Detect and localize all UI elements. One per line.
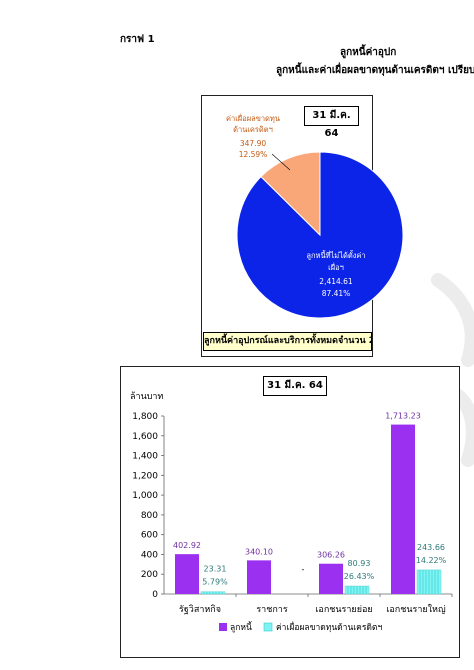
bar-label-allowance: 23.31 — [204, 565, 227, 574]
y-tick-label: 600 — [141, 531, 158, 541]
legend-swatch-allowance — [263, 622, 273, 632]
category-label: รัฐวิสาหกิจ — [179, 604, 221, 615]
pie-label-receivables-value: 2,414.61 — [319, 277, 353, 286]
bar-receivables — [247, 560, 271, 594]
bar-label-allowance: 243.66 — [417, 543, 445, 552]
y-tick-label: 800 — [141, 511, 158, 521]
pie-total-label: ลูกหนี้ค่าอุปกรณ์และบริการทั้งหมดจำนวน 2… — [203, 332, 372, 351]
y-tick-label: 1,600 — [132, 432, 158, 442]
bar-receivables — [175, 554, 199, 594]
bar-label-allowance-percent: 5.79% — [202, 578, 228, 587]
y-tick-label: 200 — [141, 570, 158, 580]
graph-label: กราฟ 1 — [120, 34, 155, 45]
pie-label-receivables-name: ลูกหนี้ที่ไม่ได้ตั้งค่า — [306, 250, 365, 260]
category-label: เอกชนรายย่อย — [315, 605, 372, 615]
bar-receivables — [319, 563, 343, 594]
bar-date-label: 31 มี.ค. 64 — [263, 376, 327, 396]
y-tick-label: 1,800 — [132, 412, 158, 422]
pie-label-allowance-percent: 12.59% — [239, 150, 268, 159]
bar-label-allowance-percent: 14.22% — [416, 556, 447, 565]
pie-label-receivables-percent: 87.41% — [322, 289, 351, 298]
pie-slice-allowance — [260, 151, 321, 237]
bar-label-allowance: 80.93 — [348, 559, 371, 568]
legend-label-receivables: ลูกหนี้ — [230, 621, 252, 633]
bar-label-receivables: 306.26 — [317, 551, 345, 560]
y-tick-label: 1,200 — [132, 471, 158, 481]
category-label: ราชการ — [256, 605, 287, 615]
y-axis-title: ล้านบาท — [130, 391, 163, 402]
pie-leader-line — [271, 153, 291, 171]
chart-title-line2: ลูกหนี้และค่าเผื่อผลขาดทุนด้านเครดิตฯ เป… — [276, 65, 474, 76]
bar-label-allowance: - — [302, 565, 305, 574]
pie-label-allowance-name: ค่าเผื่อผลขาดทุน — [226, 113, 280, 123]
y-tick-label: 400 — [141, 550, 158, 560]
legend-label-allowance: ค่าเผื่อผลขาดทุนด้านเครดิตฯ — [276, 621, 382, 633]
y-tick-label: 1,000 — [132, 491, 158, 501]
y-tick-label: 0 — [152, 590, 158, 600]
pie-label-allowance-value: 347.90 — [240, 139, 266, 148]
bar-label-receivables: 402.92 — [173, 541, 201, 550]
chart-title-line1: ลูกหนี้ค่าอุปก — [340, 47, 397, 58]
bar-label-receivables: 340.10 — [245, 547, 273, 556]
legend-swatch-receivables — [219, 623, 227, 631]
bar-label-allowance-percent: 26.43% — [344, 572, 375, 581]
pie-date-label: 31 มี.ค. 64 — [304, 106, 359, 139]
y-tick-label: 1,400 — [132, 452, 158, 462]
pie-label-allowance-name2: ด้านเครดิตฯ — [233, 125, 273, 134]
category-label: เอกชนรายใหญ่ — [386, 604, 446, 615]
bar-receivables — [391, 424, 415, 594]
bar-label-receivables: 1,713.23 — [385, 412, 421, 421]
pie-label-receivables-name2: เผื่อฯ — [328, 262, 344, 272]
